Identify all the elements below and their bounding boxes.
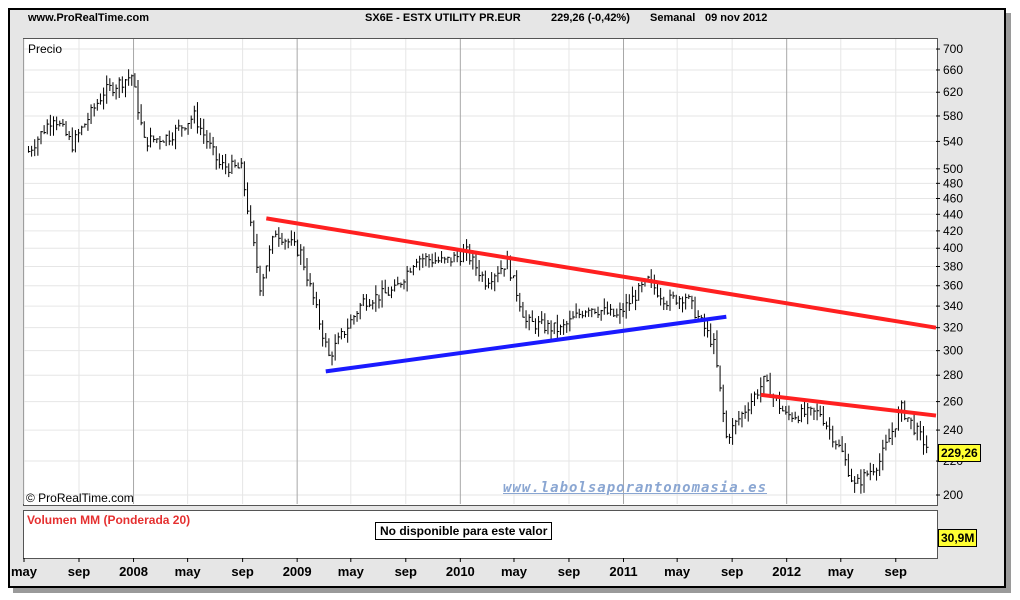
x-tick-label: may — [338, 564, 365, 579]
x-tick-label: sep — [68, 564, 90, 579]
y-tick-label: 360 — [943, 279, 963, 293]
x-tick-label: 2009 — [283, 564, 312, 579]
x-tick-label: may — [664, 564, 691, 579]
y-tick-label: 480 — [943, 176, 963, 190]
y-tick-label: 540 — [943, 134, 963, 148]
y-tick-label: 280 — [943, 368, 963, 382]
y-tick-label: 240 — [943, 423, 963, 437]
copyright-label: © ProRealTime.com — [26, 491, 134, 505]
y-tick-label: 500 — [943, 162, 963, 176]
x-tick-label: sep — [558, 564, 580, 579]
y-tick-label: 200 — [943, 488, 963, 502]
x-tick-label: may — [175, 564, 202, 579]
x-tick-label: sep — [721, 564, 743, 579]
date-axis: may sep 2008 may sep 2009 may sep 2010 may sep 2011… — [11, 558, 907, 579]
trendlines — [265, 216, 937, 418]
price-panel-label: Precio — [28, 42, 63, 56]
symbol-title: SX6E - ESTX UTILITY PR.EUR — [365, 12, 521, 24]
x-tick-label: may — [11, 564, 38, 579]
y-tick-label: 380 — [943, 259, 963, 273]
y-tick-label: 300 — [943, 344, 963, 358]
volume-panel-label: Volumen MM (Ponderada 20) — [27, 513, 191, 527]
y-tick-label: 400 — [943, 241, 963, 255]
x-tick-label: 2010 — [446, 564, 475, 579]
x-tick-label: sep — [395, 564, 417, 579]
last-price-tag: 229,26 — [938, 444, 981, 462]
y-tick-label: 340 — [943, 299, 963, 313]
volume-unavailable-notice: No disponible para este valor — [375, 522, 553, 540]
x-tick-label: 2011 — [609, 564, 637, 579]
x-tick-label: sep — [231, 564, 253, 579]
y-tick-label: 320 — [943, 321, 963, 335]
x-tick-label: may — [828, 564, 855, 579]
resistance-trendline — [265, 216, 937, 330]
x-tick-label: 2008 — [119, 564, 148, 579]
x-tick-label: sep — [885, 564, 907, 579]
support-trendline — [325, 314, 727, 374]
price-axis: 2002202402602803003203403603804004204404… — [936, 42, 963, 502]
y-tick-label: 580 — [943, 109, 963, 123]
y-tick-label: 260 — [943, 395, 963, 409]
period-label: Semanal — [650, 12, 696, 24]
x-tick-label: may — [501, 564, 528, 579]
x-tick-label: 2012 — [772, 564, 801, 579]
watermark-link[interactable]: www.labolsaporantonomasia.es — [503, 480, 768, 496]
y-tick-label: 460 — [943, 191, 963, 205]
site-title: www.ProRealTime.com — [28, 12, 150, 24]
volume-value-tag: 30,9M — [938, 529, 978, 547]
last-quote: 229,26 (-0,42%) — [551, 12, 630, 24]
y-tick-label: 620 — [943, 85, 963, 99]
ohlc-bars — [27, 69, 929, 494]
y-tick-label: 440 — [943, 207, 963, 221]
y-tick-label: 660 — [943, 63, 963, 77]
chart-date: 09 nov 2012 — [705, 12, 768, 24]
y-tick-label: 420 — [943, 224, 963, 238]
grid-lines — [23, 39, 936, 504]
resistance-trendline — [760, 392, 937, 418]
y-tick-label: 700 — [943, 42, 963, 56]
